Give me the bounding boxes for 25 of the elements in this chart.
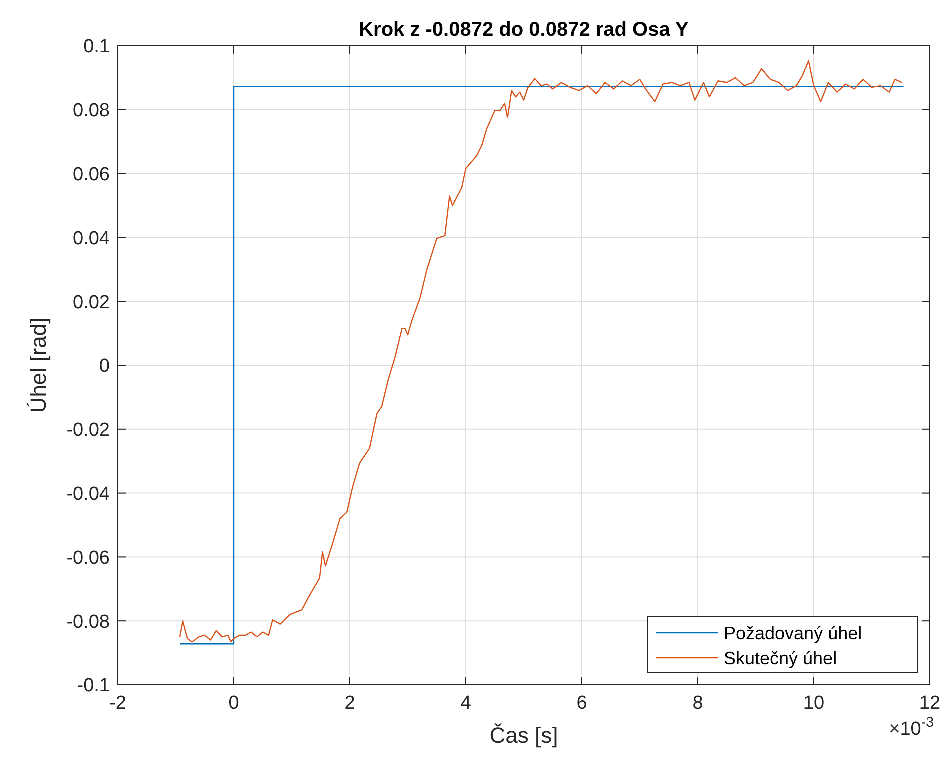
y-tick-label: -0.06 <box>66 548 110 569</box>
x-tick-label: 10 <box>803 693 825 714</box>
legend-label: Požadovaný úhel <box>724 623 862 644</box>
legend-label: Skutečný úhel <box>724 648 838 668</box>
x-tick-label: 8 <box>692 693 704 714</box>
x-tick-label: 6 <box>576 693 588 714</box>
x-tick-label: -2 <box>110 693 126 714</box>
x-axis-title: Čas [s] <box>490 723 558 748</box>
y-tick-label: 0 <box>99 356 110 378</box>
y-tick-label: -0.04 <box>66 484 110 505</box>
x-tick-label: 4 <box>460 693 472 714</box>
y-axis-title: Úhel [rad] <box>26 318 51 414</box>
y-tick-label: -0.02 <box>66 420 110 442</box>
text: ×10$^{-3}$ <box>889 715 934 740</box>
y-tick-label: -0.1 <box>77 676 110 697</box>
x-tick-label: 0 <box>228 693 240 714</box>
y-tick-label: 0.04 <box>73 228 110 250</box>
x-tick-label: 2 <box>344 693 356 714</box>
x-tick-label: 12 <box>919 693 941 714</box>
y-tick-label: 0.1 <box>84 36 110 58</box>
y-tick-label: 0.02 <box>73 292 110 314</box>
y-tick-label: 0.08 <box>73 100 110 122</box>
y-tick-label: 0.06 <box>73 164 110 186</box>
y-tick-label: -0.08 <box>66 612 110 633</box>
chart-title: Krok z -0.0872 do 0.0872 rad Osa Y <box>359 19 690 41</box>
